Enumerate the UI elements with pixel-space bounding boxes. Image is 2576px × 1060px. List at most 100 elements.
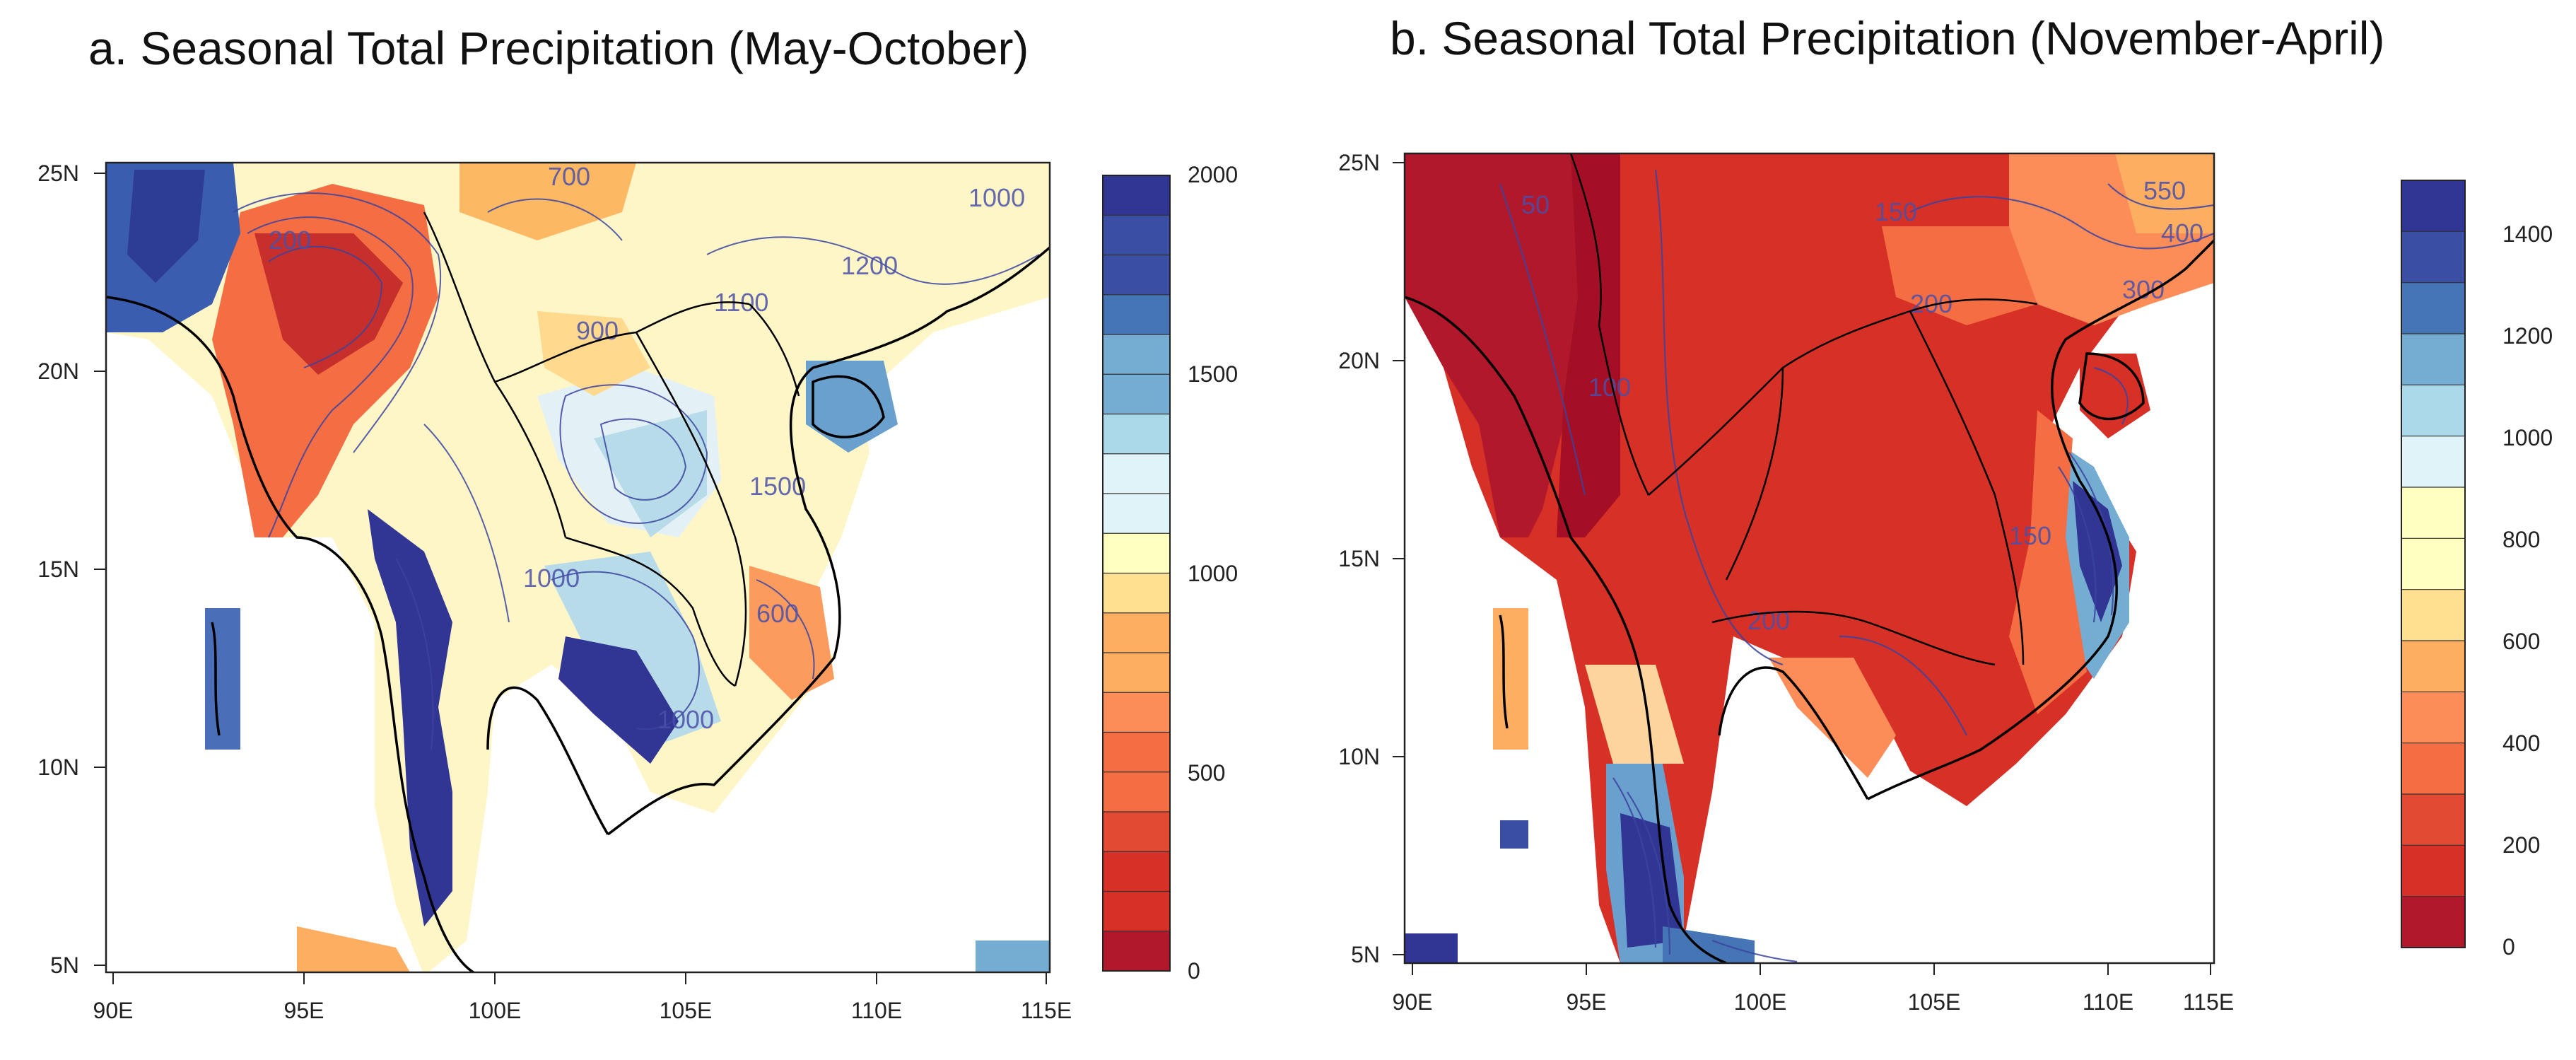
dry-zone — [459, 163, 636, 240]
colorbar-swatch — [2401, 385, 2465, 437]
colorbar-swatch — [2401, 436, 2465, 488]
panel-a-contours — [233, 192, 1040, 750]
panel-a-colorbar-labels: 2000 1500 1000 500 0 — [1188, 162, 1238, 984]
panel-a-y-axis: 25N 20N 15N 10N 5N — [37, 161, 79, 978]
colorbar-swatch — [2401, 487, 2465, 539]
gulf-coast-mid — [1769, 658, 1896, 778]
x-tick-label: 115E — [1021, 998, 1072, 1023]
colorbar-frame — [1102, 175, 1171, 972]
orange-islands — [297, 926, 410, 972]
x-tick-label: 95E — [1567, 989, 1607, 1015]
x-tick-label: 105E — [1908, 989, 1961, 1015]
y-tick-label: 5N — [50, 953, 79, 978]
colorbar-swatch — [1103, 812, 1170, 852]
colorbar-swatch — [1103, 294, 1170, 335]
panel-b-y-axis: 25N 20N 15N 10N 5N — [1338, 150, 1380, 967]
contour-label: 200 — [1910, 289, 1953, 318]
y-tick-label: 10N — [1338, 744, 1380, 769]
colorbar-swatch — [1103, 334, 1170, 375]
wet-zone — [806, 361, 898, 453]
colorbar-swatch — [2401, 845, 2465, 897]
colorbar-swatch — [1103, 494, 1170, 534]
colorbar-swatch — [1103, 891, 1170, 932]
x-tick-label: 100E — [469, 998, 522, 1023]
panel-b-colorbar — [2401, 180, 2466, 948]
colorbar-swatch — [2401, 231, 2465, 284]
colorbar-label: 1400 — [2502, 221, 2553, 247]
colorbar-label: 1000 — [2502, 425, 2553, 450]
colorbar-swatch — [1103, 215, 1170, 255]
panel-b-colorbar-labels: 1400 1200 1000 800 600 400 200 0 — [2502, 221, 2553, 960]
y-tick-label: 25N — [37, 161, 79, 186]
colorbar-swatch — [1103, 771, 1170, 813]
colorbar-swatch — [1103, 732, 1170, 773]
colorbar-swatch — [2401, 282, 2465, 334]
colorbar-label: 400 — [2502, 730, 2540, 756]
x-tick-label: 90E — [93, 998, 134, 1023]
x-tick-label: 110E — [851, 998, 902, 1023]
colorbar-swatch — [1103, 453, 1170, 494]
x-tick-label: 110E — [2083, 989, 2133, 1015]
x-tick-label: 115E — [2183, 989, 2234, 1015]
colorbar-swatch — [1103, 573, 1170, 614]
panel-b-fields: 50 150 550 400 300 200 100 150 200 — [1405, 153, 2214, 963]
colorbar-swatch — [2401, 641, 2465, 692]
panel-b-contour-labels: 50 150 550 400 300 200 100 150 200 — [1521, 176, 2203, 635]
colorbar-swatch — [1103, 851, 1170, 892]
panel-b-map: 50 150 550 400 300 200 100 150 200 — [1338, 150, 2553, 1015]
colorbar-swatch — [1103, 931, 1170, 972]
panel-b-borders — [1569, 153, 2038, 666]
contour-label: 200 — [269, 226, 311, 255]
very-dry-zone — [1405, 153, 1585, 537]
colorbar-swatch — [1103, 255, 1170, 296]
colorbar-swatch — [1103, 414, 1170, 455]
east-coast-mid — [2009, 410, 2087, 714]
contour-label: 1200 — [841, 251, 898, 280]
colorbar-swatch — [2401, 180, 2465, 232]
contour-label: 600 — [756, 599, 799, 628]
colorbar-swatch — [2401, 589, 2465, 641]
x-tick-label: 105E — [660, 998, 713, 1023]
panel-a-ticks — [94, 173, 1047, 984]
panel-a-colorbar — [1102, 175, 1171, 972]
gulf-coast-mid — [1585, 665, 1684, 764]
y-tick-label: 25N — [1338, 150, 1380, 175]
colorbar-swatch — [1103, 653, 1170, 693]
contour-label: 200 — [1747, 606, 1790, 635]
colorbar-label: 200 — [2502, 832, 2540, 858]
contour-label: 1000 — [657, 705, 714, 734]
colorbar-swatch — [2401, 334, 2465, 385]
contour-label: 550 — [2143, 176, 2186, 205]
colorbar-swatch — [1103, 374, 1170, 414]
contour-label: 150 — [1875, 197, 1917, 226]
mekong-wet — [544, 552, 721, 742]
colorbar-label: 800 — [2502, 527, 2540, 552]
contour-label: 150 — [2009, 521, 2051, 550]
colorbar-frame — [2401, 180, 2466, 948]
x-tick-label: 95E — [284, 998, 324, 1023]
panel-a-x-axis: 90E 95E 100E 105E 110E 115E — [93, 998, 1072, 1023]
colorbar-swatch — [2401, 538, 2465, 590]
wet-zone — [127, 170, 205, 283]
panel-b-ticks — [1393, 162, 2211, 975]
wet-zone — [205, 608, 240, 750]
dry-zone — [749, 566, 834, 700]
y-tick-label: 5N — [1351, 942, 1380, 967]
colorbar-swatch — [1103, 612, 1170, 653]
east-coast-wet — [2073, 481, 2122, 622]
andaman-islands — [1493, 608, 1528, 750]
south-wet — [1405, 933, 1458, 963]
dry-zone — [537, 311, 650, 396]
panel-a-borders — [423, 211, 800, 687]
contour-label: 1000 — [968, 183, 1025, 212]
panel-b-x-axis: 90E 95E 100E 105E 110E 115E — [1393, 989, 2235, 1015]
colorbar-label: 600 — [2502, 629, 2540, 654]
panel-a-coastline — [106, 246, 1050, 972]
contour-label: 700 — [548, 162, 590, 191]
colorbar-swatch — [2401, 692, 2465, 744]
panel-b-contours — [1499, 169, 2214, 963]
colorbar-swatch — [1103, 175, 1170, 216]
contour-label: 300 — [2122, 275, 2165, 304]
panel-a-title: a. Seasonal Total Precipitation (May-Oct… — [88, 22, 1029, 74]
mid-wet-patch — [594, 410, 707, 537]
